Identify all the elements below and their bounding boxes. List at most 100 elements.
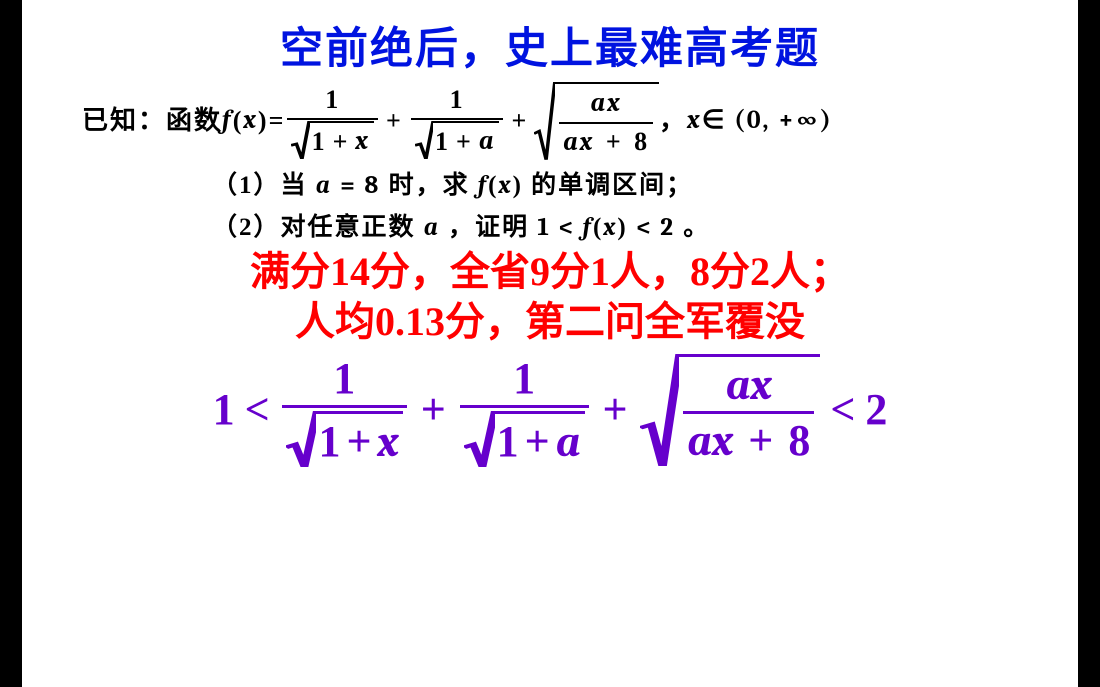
- sqrt2: 1 + a: [415, 121, 500, 159]
- comma: ，: [659, 104, 687, 138]
- sub2-mid: ，证明: [448, 214, 529, 241]
- bsqrt2-body: 1 + a: [495, 411, 585, 467]
- bsqrt2: 1 + a: [464, 411, 585, 467]
- prefix-text: 已知：函数: [82, 104, 222, 138]
- bplus1: +: [421, 384, 446, 435]
- bfrac2: 1 1 + a: [460, 353, 589, 467]
- frac3-x: x: [607, 88, 622, 118]
- bottom-lt1: <: [245, 384, 270, 435]
- bfrac1-den: 1 + x: [282, 408, 407, 467]
- sub2-x: x: [603, 213, 617, 242]
- bsqrt2-one: 1: [497, 416, 519, 467]
- sub1-cond: = 8: [340, 171, 380, 200]
- frac2-num: 1: [446, 83, 469, 118]
- red-line2: 人均0.13分，第二问全军覆没: [62, 297, 1038, 347]
- sub1-rest1: 时，求: [389, 172, 478, 199]
- sub2-end: 。: [683, 214, 710, 241]
- bfrac3-num: ax: [722, 359, 776, 411]
- sub1-rest2: 的单调区间；: [531, 172, 693, 199]
- sub1-label: （1）当: [212, 172, 308, 199]
- plus2: +: [511, 104, 528, 138]
- page-content: 空前绝后，史上最难高考题 已知：函数 f ( x ) = 1: [22, 0, 1078, 687]
- bottom-lt2: <: [830, 384, 855, 435]
- domain-x: x: [687, 104, 702, 138]
- frac-1: 1 1 + x: [287, 83, 378, 159]
- sqrt2-body: 1 + a: [433, 121, 500, 159]
- var-x: x: [243, 104, 258, 138]
- fn-f: f: [222, 104, 233, 138]
- bottom-one-left: 1: [213, 384, 235, 435]
- bplus2: +: [603, 384, 628, 435]
- sub2-label: （2）对任意正数: [212, 214, 416, 241]
- frac-2: 1 1 + a: [411, 83, 504, 159]
- problem-block: 已知：函数 f ( x ) = 1: [22, 76, 1078, 245]
- sqrt1-x: x: [355, 125, 370, 159]
- sub1-a: a: [316, 171, 332, 200]
- bsqrt1-one: 1: [318, 416, 340, 467]
- bfrac3-den: ax + 8: [683, 414, 814, 466]
- bsqrt3: ax ax + 8: [640, 354, 821, 466]
- sqrt3-body: ax ax + 8: [555, 82, 659, 160]
- frac2-den: 1 + a: [411, 120, 504, 159]
- bsqrt1-sign: [286, 411, 317, 467]
- domain-text: ∈ (0, +∞): [702, 104, 833, 138]
- sub2-ineq1: 1 <: [537, 213, 582, 242]
- bfrac2-num: 1: [509, 353, 539, 405]
- sqrt3: ax ax + 8: [534, 82, 659, 160]
- bsqrt1: 1 + x: [286, 411, 403, 467]
- frac3-a: a: [591, 88, 608, 118]
- red-line1: 满分14分，全省9分1人，8分2人；: [62, 247, 1038, 297]
- sqrt2-one: 1: [435, 125, 450, 159]
- bsqrt2-a: a: [556, 416, 581, 467]
- bfrac3-a2: a: [687, 415, 712, 466]
- frac3: ax ax + 8: [559, 86, 653, 160]
- frac3-a2: a: [563, 127, 580, 157]
- bfrac2-den: 1 + a: [460, 408, 589, 467]
- sqrt2-a: a: [479, 125, 496, 159]
- problem-main-line: 已知：函数 f ( x ) = 1: [82, 82, 1028, 160]
- bfrac3-x: x: [751, 359, 772, 410]
- bfrac3: ax ax + 8: [683, 359, 814, 466]
- frac3-eight: 8: [634, 127, 649, 156]
- sqrt1-plus: +: [333, 125, 350, 159]
- bfrac3-a: a: [726, 359, 751, 410]
- sub-question-2: （2）对任意正数 a ，证明 1 < f(x) < 2 。: [82, 212, 1028, 245]
- bsqrt3-sign: [640, 354, 680, 466]
- bfrac3-eight: 8: [788, 416, 810, 465]
- frac1-den: 1 + x: [287, 120, 378, 159]
- sqrt1: 1 + x: [291, 121, 374, 159]
- red-commentary: 满分14分，全省9分1人，8分2人； 人均0.13分，第二问全军覆没: [22, 245, 1078, 347]
- bottom-two: 2: [865, 384, 887, 435]
- paren-close: ): [258, 104, 269, 138]
- plus1: +: [386, 104, 403, 138]
- bfrac3-x2: x: [712, 415, 733, 466]
- sqrt2-sign: [415, 121, 433, 159]
- sqrt1-one: 1: [312, 125, 327, 159]
- sub-question-1: （1）当 a = 8 时，求 f(x) 的单调区间；: [82, 170, 1028, 203]
- frac3-x2: x: [580, 127, 595, 157]
- frac3-num: ax: [587, 86, 626, 122]
- sub1-f: f: [478, 171, 488, 200]
- sqrt3-sign: [534, 82, 555, 160]
- bsqrt3-body: ax ax + 8: [679, 354, 820, 466]
- title: 空前绝后，史上最难高考题: [22, 0, 1078, 76]
- frac1-num: 1: [321, 83, 344, 118]
- sub1-x: x: [499, 171, 513, 200]
- bsqrt2-plus: +: [525, 416, 550, 467]
- frac3-den: ax + 8: [559, 124, 653, 160]
- bottom-inequality: 1 < 1 1 + x: [22, 353, 1078, 467]
- bfrac3-plus: +: [748, 416, 773, 465]
- sqrt2-plus: +: [456, 125, 473, 159]
- bfrac1: 1 1 + x: [282, 353, 407, 467]
- sqrt1-body: 1 + x: [310, 121, 374, 159]
- bsqrt1-x: x: [378, 416, 399, 467]
- sub2-a: a: [424, 213, 440, 242]
- equals: =: [269, 104, 286, 138]
- bsqrt1-body: 1 + x: [316, 411, 402, 467]
- sub2-ineq2: < 2: [636, 213, 675, 242]
- paren-open: (: [233, 104, 244, 138]
- bsqrt2-sign: [464, 411, 495, 467]
- frac3-plus: +: [606, 127, 623, 156]
- bfrac1-num: 1: [329, 353, 359, 405]
- bsqrt1-plus: +: [346, 416, 371, 467]
